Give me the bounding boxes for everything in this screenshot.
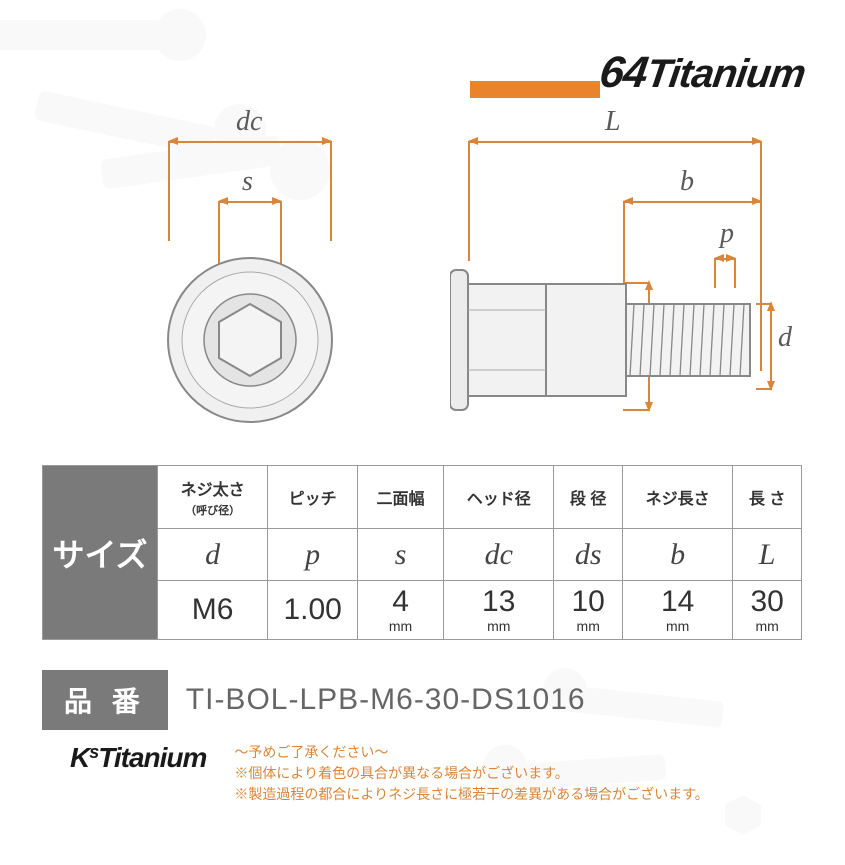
col-hdr-s: 二面幅 bbox=[357, 466, 443, 529]
col-hdr-ds: 段 径 bbox=[554, 466, 623, 529]
val-b: 14mm bbox=[623, 581, 733, 640]
brand-name: Titanium bbox=[644, 52, 808, 96]
col-hdr-p: ピッチ bbox=[268, 466, 358, 529]
note-color: ※個体により着色の具合が異なる場合がございます。 bbox=[234, 763, 708, 784]
sym-b: b bbox=[623, 529, 733, 581]
note-length: ※製造過程の都合によりネジ長さに極若干の差異がある場合がございます。 bbox=[234, 784, 708, 805]
col-hdr-d: ネジ太さ（呼び径） bbox=[158, 466, 268, 529]
sym-L: L bbox=[733, 529, 802, 581]
col-hdr-L: 長 さ bbox=[733, 466, 802, 529]
sym-s: s bbox=[357, 529, 443, 581]
part-label: 品 番 bbox=[42, 670, 168, 730]
size-label: サイズ bbox=[43, 466, 158, 640]
part-number-row: 品 番 TI-BOL-LPB-M6-30-DS1016 bbox=[42, 670, 586, 730]
dimension-diagrams: dc s L b p bbox=[150, 110, 830, 440]
val-s: 4mm bbox=[357, 581, 443, 640]
sym-p: p bbox=[268, 529, 358, 581]
val-d: M6 bbox=[158, 581, 268, 640]
size-table: サイズ ネジ太さ（呼び径） ピッチ 二面幅 ヘッド径 段 径 ネジ長さ 長 さ … bbox=[42, 465, 802, 640]
col-hdr-dc: ヘッド径 bbox=[444, 466, 554, 529]
footer-notes: ～予めご了承ください～ ※個体により着色の具合が異なる場合がございます。 ※製造… bbox=[234, 742, 708, 805]
label-s: s bbox=[242, 166, 253, 198]
sym-ds: ds bbox=[554, 529, 623, 581]
sym-d: d bbox=[158, 529, 268, 581]
col-hdr-b: ネジ長さ bbox=[623, 466, 733, 529]
val-L: 30mm bbox=[733, 581, 802, 640]
brand-accent-bar bbox=[470, 81, 600, 98]
sym-dc: dc bbox=[444, 529, 554, 581]
brand-num: 64 bbox=[597, 48, 651, 97]
val-ds: 10mm bbox=[554, 581, 623, 640]
val-p: 1.00 bbox=[268, 581, 358, 640]
note-heading: ～予めご了承ください～ bbox=[234, 742, 708, 763]
footer: KsTitanium ～予めご了承ください～ ※個体により着色の具合が異なる場合… bbox=[70, 742, 810, 805]
label-d: d bbox=[778, 322, 792, 354]
label-b: b bbox=[680, 166, 694, 198]
label-dc: dc bbox=[236, 106, 262, 138]
val-dc: 13mm bbox=[444, 581, 554, 640]
brand-64titanium: 64Titanium bbox=[470, 48, 805, 98]
part-number: TI-BOL-LPB-M6-30-DS1016 bbox=[186, 683, 586, 717]
label-L: L bbox=[605, 106, 621, 138]
ks-titanium-logo: KsTitanium bbox=[70, 742, 206, 774]
